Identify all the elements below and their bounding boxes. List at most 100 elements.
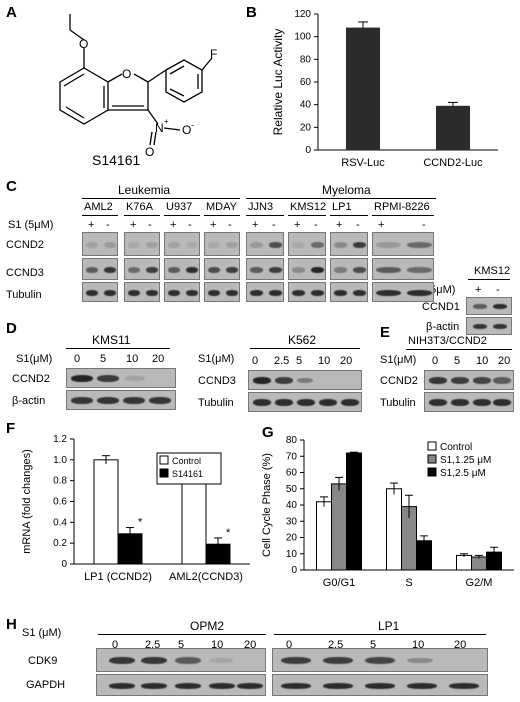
band — [128, 290, 140, 296]
cell-line-underline — [246, 215, 284, 216]
blot-ccnd3 — [164, 258, 200, 280]
f-category-label: AML2(CCND3) — [169, 571, 243, 583]
band — [250, 242, 263, 248]
f-legend-label: Control — [172, 456, 201, 466]
panel-label-d: D — [6, 320, 17, 337]
e-row-ccnd2: CCND2 — [380, 375, 418, 387]
h-lp1-dose-label: 20 — [454, 639, 467, 651]
g-legend-label: Control — [440, 442, 472, 453]
inset-sign-minus: - — [496, 284, 500, 296]
band — [208, 267, 220, 273]
d-left-dose-label: 10 — [126, 353, 139, 365]
blot-ccnd3 — [372, 258, 434, 280]
g-legend-swatch — [427, 454, 437, 464]
h-lp1-blot-cdk9 — [272, 648, 488, 672]
treatment-sign-minus: - — [106, 219, 110, 231]
d-left-dose-label: 0 — [74, 353, 81, 365]
group-label-leukemia: Leukemia — [118, 183, 171, 197]
d-left-cell-line: KMS11 — [92, 333, 131, 347]
band — [104, 290, 116, 296]
inset-cell-line: KMS12 — [474, 265, 511, 277]
cell-line-underline — [124, 215, 160, 216]
h-lp1-dose-label: 0 — [286, 639, 293, 651]
inset-blot-beta-actin — [466, 317, 512, 335]
g-bar — [456, 554, 472, 571]
cell-line-underline — [372, 215, 434, 216]
blot-ccnd2 — [330, 232, 368, 256]
oxide-oxygen-atom: O — [182, 123, 191, 137]
blot-ccnd3 — [204, 258, 240, 280]
treatment-sign-plus: + — [210, 219, 217, 231]
treatment-sign-minus: - — [272, 219, 276, 231]
f-y-tick-label: 0.6 — [53, 497, 67, 508]
e-cell-line: NIH3T3/CCND2 — [408, 335, 487, 347]
h-opm2-dose-label: 20 — [244, 639, 257, 651]
g-legend-swatch — [427, 467, 437, 477]
g-category-label: G2/M — [466, 577, 493, 589]
treatment-sign-plus: + — [170, 219, 177, 231]
h-opm2-underline — [98, 634, 266, 635]
treatment-sign-plus: + — [130, 219, 137, 231]
d-left-row-beta-actin: β-actin — [12, 395, 46, 407]
cell-line-underline — [330, 215, 368, 216]
band — [250, 267, 263, 273]
g-bar — [346, 452, 362, 571]
chart-b-luciferase: 0 20 40 60 80 100 120 Relative Luc Activity RSV-… — [271, 9, 498, 169]
h-row-gapdh: GAPDH — [26, 679, 66, 691]
band — [86, 267, 98, 273]
band — [311, 242, 324, 248]
h-opm2-blot-gapdh — [96, 674, 266, 696]
blot-ccnd2 — [124, 232, 160, 256]
f-y-tick-label: 0.2 — [53, 538, 67, 549]
d-right-underline — [250, 348, 360, 349]
e-dose-label: 5 — [454, 355, 461, 367]
f-legend-swatch — [159, 455, 169, 465]
band — [86, 242, 98, 248]
cell-line-label: U937 — [166, 201, 193, 213]
inset-row-beta-actin: β-actin — [426, 321, 460, 333]
blot-tubulin — [164, 282, 200, 302]
d-right-row-ccnd3: CCND3 — [198, 375, 236, 387]
blot-ccnd2 — [372, 232, 434, 256]
blot-tubulin — [82, 282, 118, 302]
d-right-dose-label: 0 — [252, 355, 259, 367]
blot-tubulin — [372, 282, 434, 302]
d-left-blot-ccnd2 — [66, 368, 176, 388]
h-dose-label: S1 (μM) — [22, 627, 62, 639]
h-opm2-dose-label: 0 — [112, 639, 119, 651]
f-legend-swatch — [159, 468, 169, 478]
compound-name: S14161 — [92, 152, 140, 168]
blot-tubulin — [330, 282, 368, 302]
b-category-label: RSV-Luc — [341, 157, 385, 169]
band — [292, 267, 305, 273]
blot-tubulin — [124, 282, 160, 302]
band — [311, 290, 324, 296]
f-y-tick-label: 0 — [61, 559, 67, 570]
cell-line-label: MDAY — [206, 201, 237, 213]
g-y-tick-label: 10 — [286, 549, 298, 560]
cell-line-underline — [288, 215, 326, 216]
ether-oxygen-atom: O — [79, 37, 88, 51]
band — [186, 242, 198, 248]
treatment-sign-minus: - — [148, 219, 152, 231]
b-bar — [436, 105, 470, 150]
b-y-tick-label: 80 — [300, 54, 312, 65]
chart-g-cell-cycle: 0 10 20 30 40 50 60 70 80 Cell Cycle Phase (%) G0/… — [261, 435, 514, 589]
band — [353, 267, 366, 273]
panel-label-b: B — [246, 4, 257, 21]
panel-label-e: E — [380, 324, 391, 341]
band — [168, 290, 180, 296]
treatment-sign-minus: - — [188, 219, 192, 231]
g-y-tick-label: 50 — [286, 484, 298, 495]
b-y-tick-label: 60 — [300, 77, 312, 88]
row-label-ccnd2: CCND2 — [6, 239, 44, 251]
e-blot-tubulin — [424, 392, 514, 412]
f-bar — [93, 459, 119, 565]
band — [311, 267, 324, 273]
band — [146, 290, 158, 296]
blot-ccnd2 — [246, 232, 284, 256]
cell-line-label: KMS12 — [290, 201, 327, 213]
b-y-tick-label: 20 — [300, 122, 312, 133]
blot-ccnd3 — [330, 258, 368, 280]
band — [376, 267, 401, 273]
